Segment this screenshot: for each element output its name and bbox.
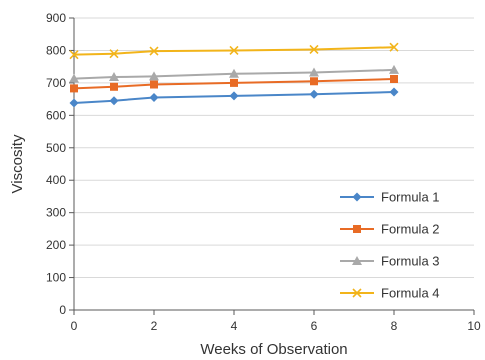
- legend-item: Formula 2: [340, 222, 440, 237]
- data-point: [389, 87, 399, 97]
- data-point: [109, 72, 119, 82]
- series-2: [70, 74, 398, 93]
- data-point: [389, 64, 399, 74]
- legend-marker: [353, 225, 361, 233]
- legend-item: Formula 4: [340, 286, 440, 301]
- legend-label: Formula 4: [381, 286, 440, 301]
- series-line: [73, 90, 395, 105]
- y-tick-label: 900: [46, 11, 66, 25]
- x-tick-label: 0: [71, 319, 78, 333]
- axes: [69, 17, 475, 315]
- data-point: [70, 84, 78, 93]
- y-tick-label: 300: [46, 206, 66, 220]
- y-tick-label: 100: [46, 271, 66, 285]
- data-point: [390, 74, 398, 83]
- series-3: [69, 64, 399, 83]
- data-point: [69, 98, 79, 108]
- data-point: [310, 77, 318, 86]
- gridlines: [74, 17, 474, 279]
- series-layer: [69, 42, 399, 108]
- data-point: [149, 46, 159, 56]
- data-point: [69, 73, 79, 83]
- series-line: [73, 46, 395, 56]
- data-point: [309, 44, 319, 55]
- y-tick-label: 200: [46, 238, 66, 252]
- data-point: [109, 96, 119, 106]
- legend-marker: [352, 256, 362, 265]
- legend-label: Formula 3: [381, 254, 440, 269]
- data-point: [109, 49, 119, 59]
- legend-marker: [352, 192, 362, 202]
- data-point: [229, 68, 239, 78]
- data-point: [149, 71, 159, 81]
- data-point: [110, 82, 118, 91]
- data-point: [229, 91, 239, 101]
- x-tick-label: 4: [231, 319, 238, 333]
- series-line: [73, 77, 395, 90]
- legend-item: Formula 1: [340, 190, 440, 205]
- series-4: [69, 42, 399, 60]
- x-tick-label: 10: [467, 319, 481, 333]
- data-point: [229, 45, 239, 56]
- data-point: [150, 80, 158, 89]
- y-tick-label: 800: [46, 43, 66, 57]
- x-axis-title: Weeks of Observation: [200, 341, 347, 358]
- legend: Formula 1 Formula 2 Formula 3 Formula 4: [340, 190, 440, 301]
- data-point: [69, 50, 79, 60]
- legend-item: Formula 3: [340, 254, 440, 269]
- x-tick-label: 2: [151, 319, 158, 333]
- data-point: [230, 78, 238, 87]
- data-point: [389, 42, 399, 52]
- legend-marker: [352, 288, 362, 298]
- series-line: [73, 68, 395, 80]
- y-tick-labels: 0 100 200 300 400 500 600 700 800 900: [46, 11, 66, 317]
- data-point: [309, 67, 319, 77]
- data-point: [149, 92, 159, 102]
- series-1: [69, 87, 399, 108]
- data-point: [309, 89, 319, 99]
- y-tick-label: 600: [46, 108, 66, 122]
- y-tick-label: 400: [46, 173, 66, 187]
- x-tick-label: 6: [311, 319, 318, 333]
- x-tick-label: 8: [391, 319, 398, 333]
- legend-label: Formula 1: [381, 190, 440, 205]
- legend-label: Formula 2: [381, 222, 440, 237]
- y-tick-label: 500: [46, 141, 66, 155]
- x-tick-labels: 0 2 4 6 8 10: [71, 319, 481, 333]
- y-tick-label: 700: [46, 76, 66, 90]
- y-tick-label: 0: [59, 303, 66, 317]
- y-axis-title: Viscosity: [9, 134, 26, 193]
